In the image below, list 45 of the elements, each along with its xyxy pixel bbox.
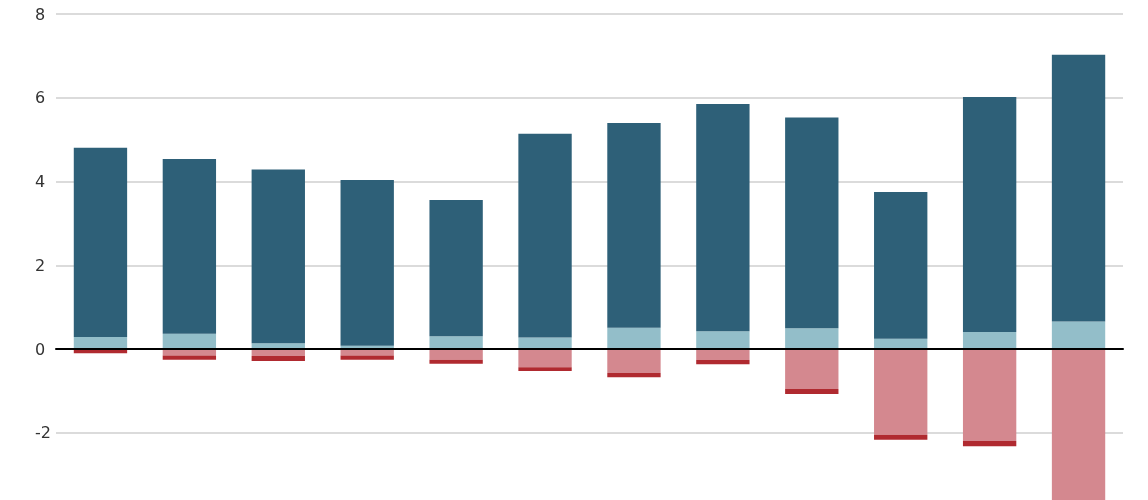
bar [785,349,839,389]
bar [1051,321,1106,350]
bar [340,179,394,346]
bar [696,331,750,350]
bar [518,337,572,350]
bar [874,434,928,440]
bar [429,200,483,337]
y-tick-label: 8 [35,4,46,24]
bar [962,440,1017,447]
bar [607,327,661,350]
y-tick-label: 2 [35,255,46,275]
bar [251,169,305,344]
bar [607,373,661,378]
bar [696,349,750,361]
bar [73,337,128,350]
y-tick-label: 0 [35,339,46,359]
bar [518,349,572,368]
bar [962,349,1017,441]
bar [162,158,217,334]
bar [785,328,839,350]
bar [874,349,928,435]
bar [1051,349,1106,500]
bar [962,331,1017,350]
y-tick-label: 6 [35,88,46,108]
bar [607,122,661,328]
bar [607,349,661,374]
bar [518,133,572,338]
bar [340,355,394,360]
bar [1051,54,1106,322]
bar [429,336,483,350]
bar [785,388,839,394]
bar [874,192,928,339]
bar [251,355,305,361]
y-tick-label: -2 [35,423,51,443]
bar [696,104,750,332]
bar [518,367,572,371]
bar [73,147,128,338]
bar [429,359,483,364]
bar [162,333,217,350]
bar [429,349,483,360]
bar [696,360,750,365]
bar [162,355,217,360]
bar [785,117,839,329]
y-tick-label: 4 [35,172,46,192]
bar [962,96,1017,332]
